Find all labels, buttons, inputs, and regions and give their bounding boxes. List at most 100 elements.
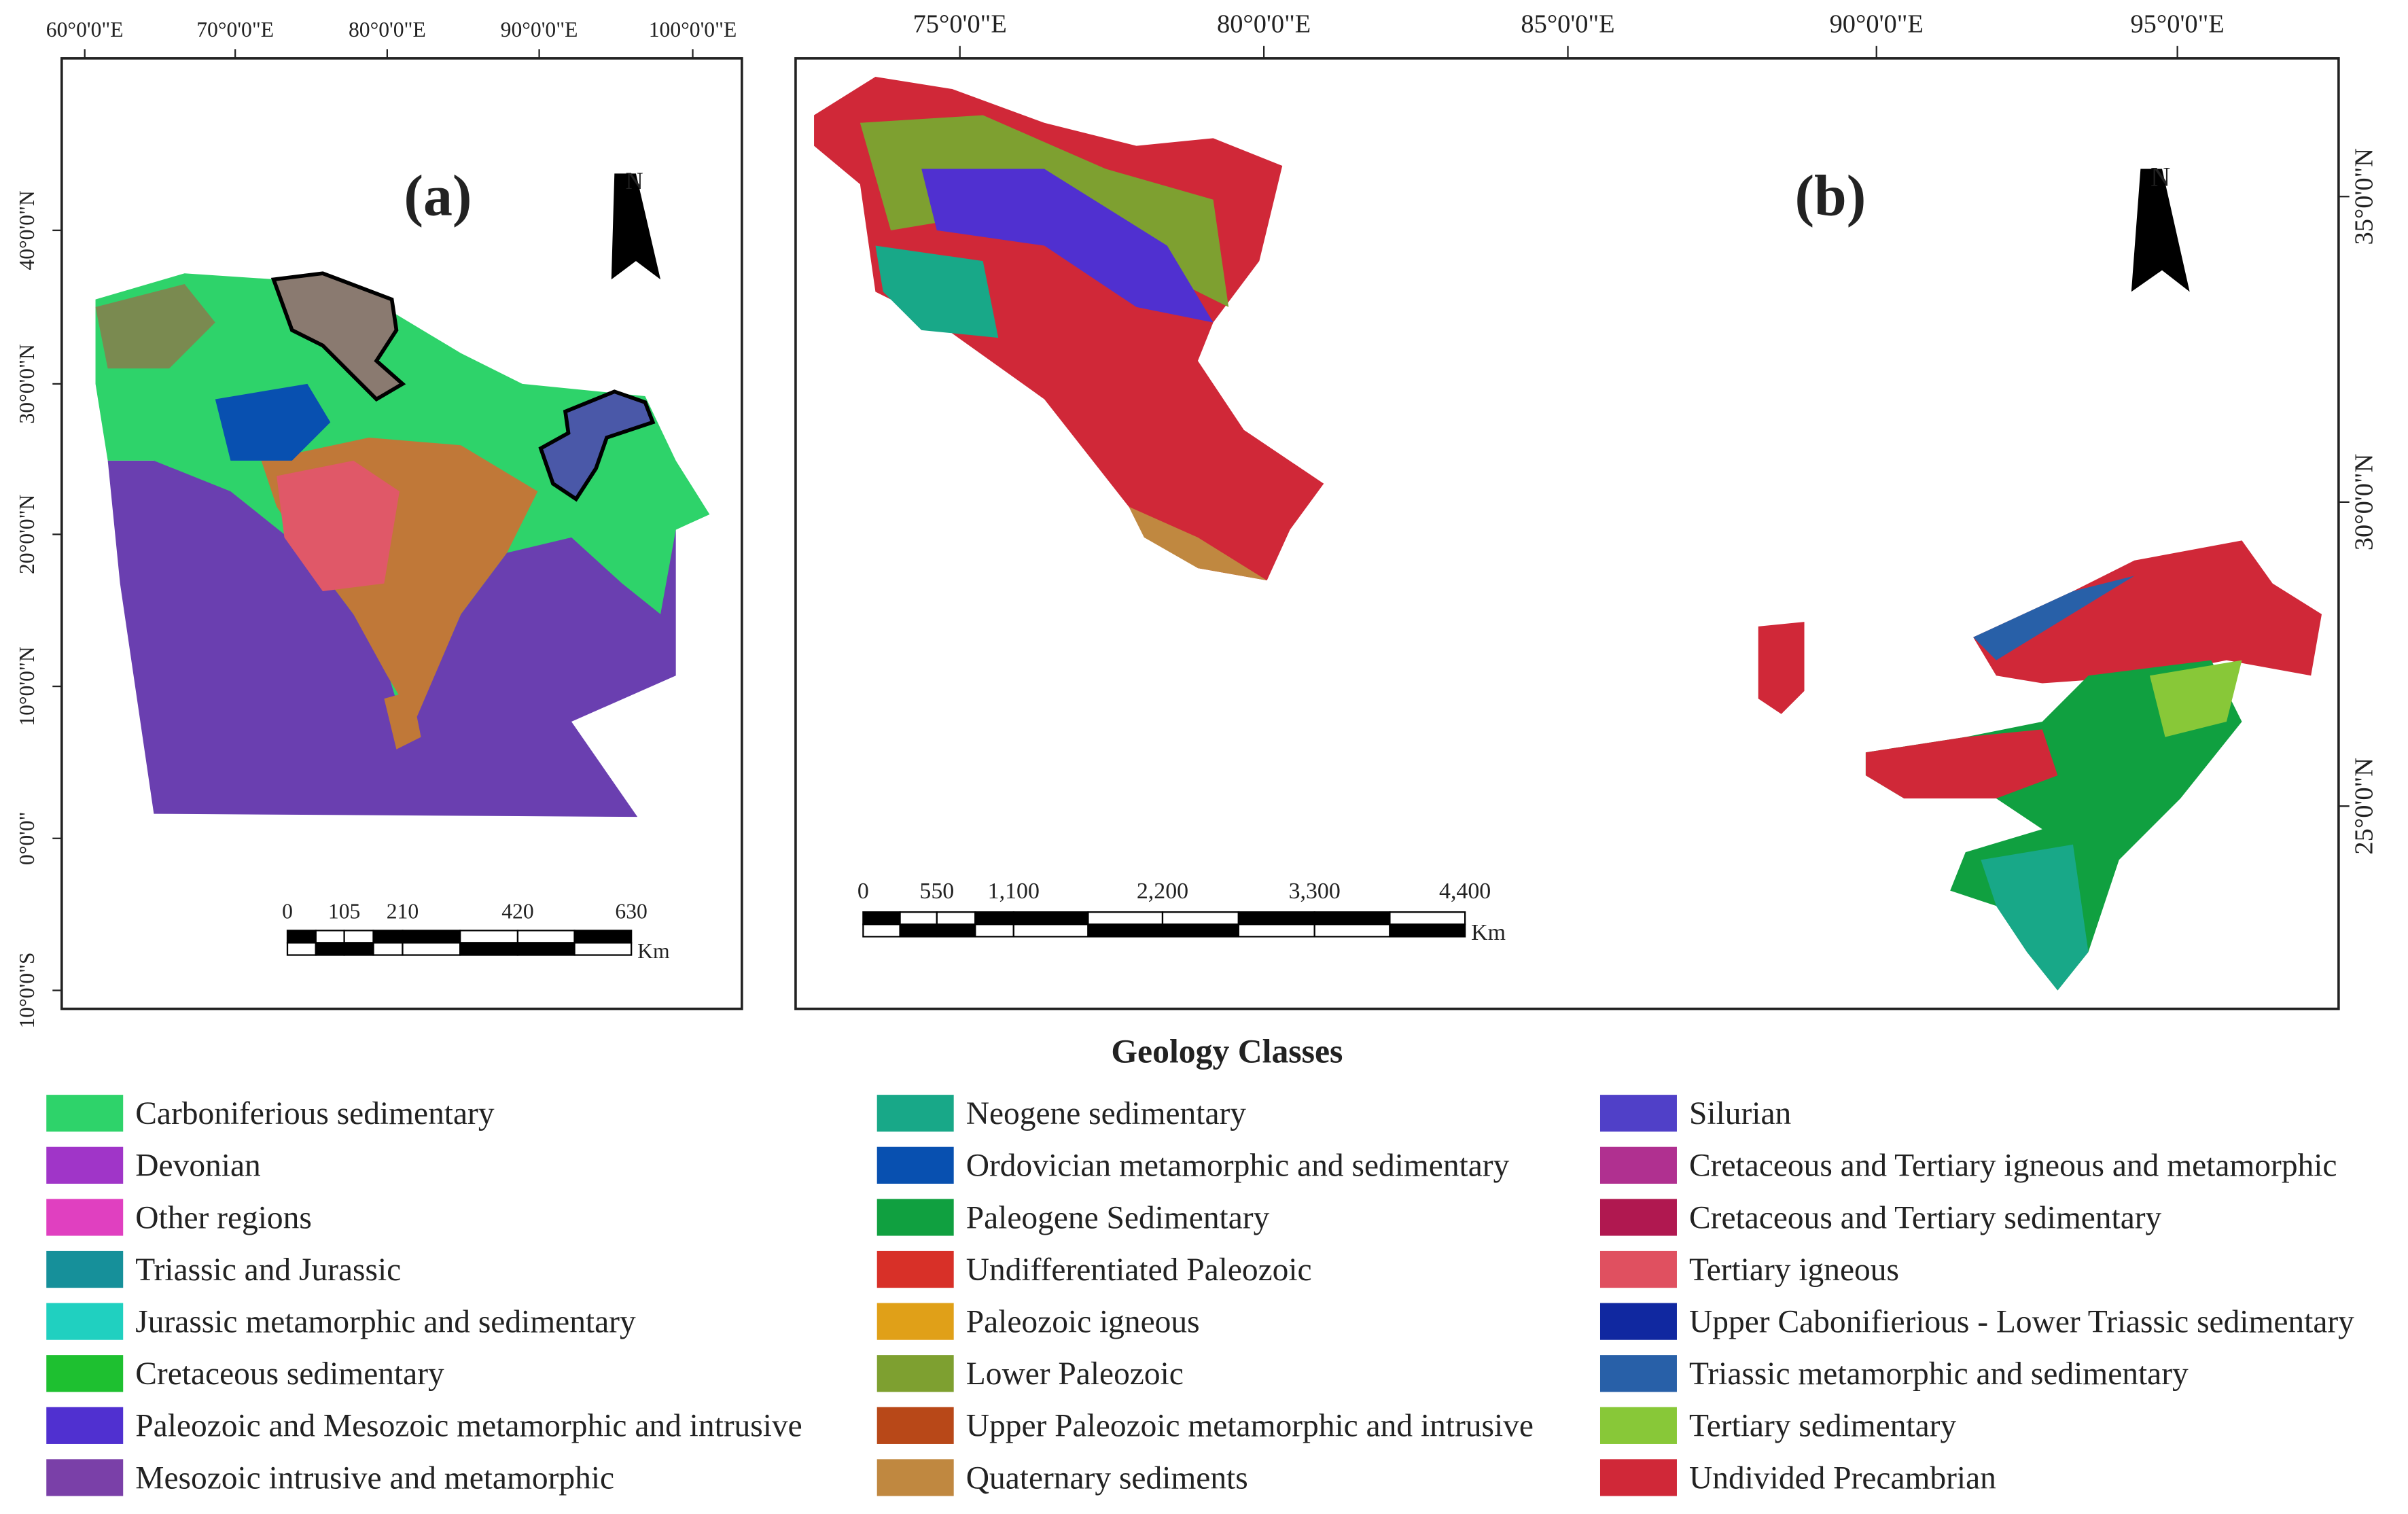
legend-label: Carboniferious sedimentary — [135, 1096, 495, 1131]
x-axis-label: 70°0'0"E — [196, 18, 274, 41]
scale-segment — [315, 942, 345, 956]
legend-swatch — [46, 1407, 124, 1444]
scale-segment — [974, 911, 1014, 926]
legend-label: Devonian — [135, 1148, 260, 1184]
x-axis-label: 85°0'0"E — [1521, 10, 1614, 38]
legend-swatch — [1599, 1355, 1677, 1392]
y-axis-label: 10°0'0"N — [15, 646, 39, 726]
x-axis-label: 80°0'0"E — [349, 18, 426, 41]
legend-swatch — [46, 1355, 124, 1392]
scale-segment — [936, 911, 976, 926]
scale-label: 3,300 — [1289, 879, 1341, 904]
scale-segment — [372, 930, 404, 944]
legend-swatch — [877, 1250, 954, 1288]
x-axis-label: 60°0'0"E — [46, 18, 124, 41]
scale-label: 550 — [919, 879, 954, 904]
legend-label: Neogene sedimentary — [966, 1096, 1247, 1131]
legend-label: Cretaceous sedimentary — [135, 1356, 444, 1392]
panel-b-frame — [794, 57, 2340, 1010]
legend-swatch — [46, 1095, 124, 1132]
scale-segment — [1012, 923, 1089, 938]
y-axis-label: 25°0'0"N — [2350, 758, 2379, 855]
legend-swatch — [1599, 1146, 1677, 1184]
scale-segment — [862, 911, 901, 926]
north-label: N — [2150, 161, 2170, 192]
scale-label: 1,100 — [988, 879, 1040, 904]
region-southeast-teal — [1981, 844, 2089, 991]
y-axis-label: 35°0'0"N — [2350, 148, 2379, 245]
land-north — [95, 284, 215, 369]
study-area-west — [270, 271, 406, 402]
legend-label: Tertiary igneous — [1689, 1252, 1899, 1288]
scale-segment — [343, 930, 374, 944]
scale-segment — [1237, 923, 1315, 938]
legend-swatch — [1599, 1407, 1677, 1444]
region-northeast-blue — [1973, 576, 2135, 661]
legend-swatch — [1599, 1250, 1677, 1288]
study-area-east — [538, 389, 656, 502]
scale-label: 210 — [387, 899, 419, 923]
scale-label: 105 — [328, 899, 360, 923]
legend-swatch — [1599, 1199, 1677, 1236]
legend-label: Undivided Precambrian — [1689, 1460, 1996, 1496]
scale-segment — [1237, 911, 1315, 926]
land-igneous — [277, 460, 400, 591]
scale-unit: Km — [1471, 920, 1506, 945]
scale-segment — [1087, 911, 1164, 926]
legend-swatch — [46, 1459, 124, 1496]
scale-segment — [573, 942, 633, 956]
scale-segment — [402, 930, 461, 944]
island — [384, 690, 421, 750]
region-west-green — [875, 245, 999, 338]
scale-label: 420 — [501, 899, 533, 923]
scale-segment — [1087, 923, 1164, 938]
panel-b-map — [794, 57, 2340, 1010]
scale-segment — [372, 942, 404, 956]
legend-label: Cretaceous and Tertiary sedimentary — [1689, 1200, 2162, 1235]
scale-segment — [862, 923, 901, 938]
scale-segment — [315, 930, 345, 944]
region-sikkim — [1758, 622, 1805, 714]
scale-segment — [1313, 923, 1391, 938]
scale-segment — [286, 942, 317, 956]
region-west-band — [921, 169, 1214, 323]
scale-segment — [459, 942, 519, 956]
scale-label: 0 — [282, 899, 293, 923]
scale-unit: Km — [637, 939, 670, 963]
legend-label: Other regions — [135, 1200, 312, 1235]
scale-segment — [936, 923, 976, 938]
legend-label: Tertiary sedimentary — [1689, 1409, 1956, 1444]
scale-segment — [573, 930, 633, 944]
legend-swatch — [1599, 1303, 1677, 1340]
legend-label: Triassic and Jurassic — [135, 1252, 401, 1288]
legend-swatch — [46, 1146, 124, 1184]
y-axis-label: 0°0'0" — [15, 811, 39, 865]
scale-segment — [402, 942, 461, 956]
legend-swatch — [1599, 1095, 1677, 1132]
y-axis-label: 40°0'0"N — [15, 190, 39, 270]
scale-segment — [343, 942, 374, 956]
legend-swatch — [877, 1146, 954, 1184]
legend-label: Undifferentiated Paleozoic — [966, 1252, 1312, 1288]
legend-label: Ordovician metamorphic and sedimentary — [966, 1148, 1510, 1184]
legend-swatch — [877, 1355, 954, 1392]
scale-segment — [1389, 911, 1466, 926]
land-blue — [215, 383, 331, 461]
scale-segment — [1161, 923, 1239, 938]
scale-segment — [286, 930, 317, 944]
scale-segment — [899, 911, 938, 926]
scale-label: 630 — [615, 899, 647, 923]
legend-label: Quaternary sediments — [966, 1460, 1248, 1496]
legend-title: Geology Classes — [1111, 1033, 1343, 1070]
legend-swatch — [46, 1250, 124, 1288]
y-axis-label: 10°0'0"S — [15, 952, 39, 1028]
scale-segment — [1012, 911, 1089, 926]
legend-swatch — [46, 1199, 124, 1236]
y-axis-label: 30°0'0"N — [2350, 454, 2379, 551]
region-southeast-red — [1865, 729, 2058, 799]
legend-label: Upper Cabonifierious - Lower Triassic se… — [1689, 1304, 2354, 1339]
legend-label: Upper Paleozoic metamorphic and intrusiv… — [966, 1409, 1534, 1444]
scale-segment — [1313, 911, 1391, 926]
scale-segment — [516, 930, 576, 944]
